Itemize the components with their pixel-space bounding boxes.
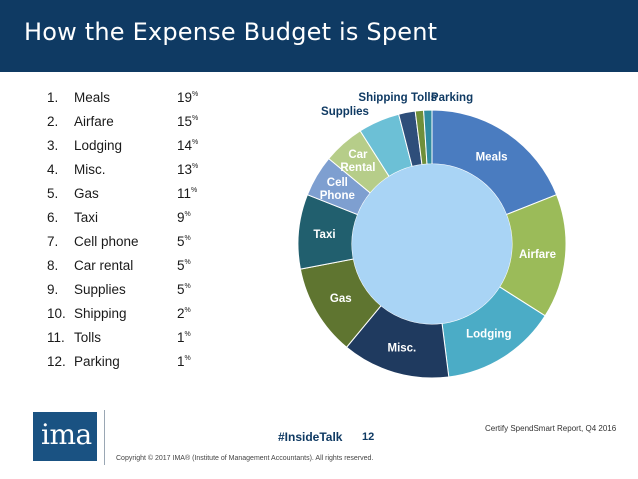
slice-label: Gas [330,293,352,305]
list-item-number: 12. [47,354,66,369]
list-item-value: 15% [177,114,198,129]
list-item-number: 1. [47,90,59,105]
list-item-value: 14% [177,138,198,153]
list-item-value: 2% [177,306,191,321]
list-item-number: 10. [47,306,66,321]
list-item-name: Tolls [74,330,102,345]
slice-label: Misc. [387,343,416,355]
percent-sign: % [192,115,199,122]
donut-hole [352,164,512,324]
list-item-name: Taxi [74,210,99,225]
list-item-value: 19% [177,90,198,105]
copyright: Copyright © 2017 IMA® (Institute of Mana… [116,455,374,462]
list-item-value: 9% [177,210,191,225]
list-item-value-number: 15 [177,114,193,129]
list-item-value: 11% [177,186,197,201]
percent-sign: % [191,187,198,194]
percent-sign: % [184,307,191,314]
list-item-name: Cell phone [74,234,139,249]
ima-logo: ima [33,412,97,461]
list-item-number: 6. [47,210,59,225]
source-note: Certify SpendSmart Report, Q4 2016 [485,424,617,433]
slice-label: Shipping [358,92,407,104]
percent-sign: % [184,211,191,218]
list-item-value-number: 1 [177,354,185,369]
list-item-value-number: 1 [177,330,185,345]
percent-sign: % [184,235,191,242]
slice-label: Lodging [466,328,511,340]
list-item-value-number: 14 [177,138,193,153]
list-item-name: Shipping [74,306,127,321]
list-item-value-number: 11 [177,186,192,201]
percent-sign: % [184,355,191,362]
list-item-value-number: 13 [177,162,193,177]
list-item-value: 13% [177,162,198,177]
list-item-name: Supplies [74,282,126,297]
list-item-value: 1% [177,354,191,369]
list-item-number: 4. [47,162,59,177]
list-item-value: 1% [177,330,191,345]
list-item-number: 2. [47,114,59,129]
list-item-value-number: 5 [177,282,185,297]
slice-label: Parking [431,92,473,104]
list-item-value-number: 5 [177,258,185,273]
percent-sign: % [184,259,191,266]
list-item-value-number: 9 [177,210,185,225]
list-item-value: 5% [177,258,191,273]
percent-sign: % [192,163,199,170]
slice-label: Taxi [313,229,335,241]
slice-label: Airfare [519,249,556,261]
hashtag: #InsideTalk [278,430,343,444]
list-item-number: 5. [47,186,59,201]
slice-label: Supplies [321,106,369,118]
percent-sign: % [192,91,199,98]
percent-sign: % [184,331,191,338]
percent-sign: % [192,139,199,146]
list-item-name: Lodging [74,138,123,153]
list-item-name: Parking [74,354,120,369]
list-item-value-number: 19 [177,90,193,105]
list-item-number: 7. [47,234,59,249]
slice-label: Tolls [411,92,437,104]
slice-label: Meals [476,151,508,163]
list-item-name: Gas [74,186,99,201]
page-title: How the Expense Budget is Spent [24,18,438,46]
logo-divider [104,410,105,465]
slice-label: Cell Phone [320,177,355,202]
list-item-value: 5% [177,234,191,249]
list-item-value-number: 5 [177,234,185,249]
list-item-value: 5% [177,282,191,297]
percent-sign: % [184,283,191,290]
slice-label: Car Rental [340,149,375,174]
list-item-name: Car rental [74,258,134,273]
list-item-name: Meals [74,90,111,105]
list-item-name: Misc. [74,162,106,177]
list-item-name: Airfare [74,114,114,129]
list-item-number: 8. [47,258,59,273]
title-bar: How the Expense Budget is Spent [0,0,638,72]
list-item-number: 11. [47,330,65,345]
list-item-number: 9. [47,282,59,297]
logo-text: ima [41,418,92,451]
list-item-number: 3. [47,138,59,153]
page-number: 12 [362,431,375,443]
list-item-value-number: 2 [177,306,185,321]
